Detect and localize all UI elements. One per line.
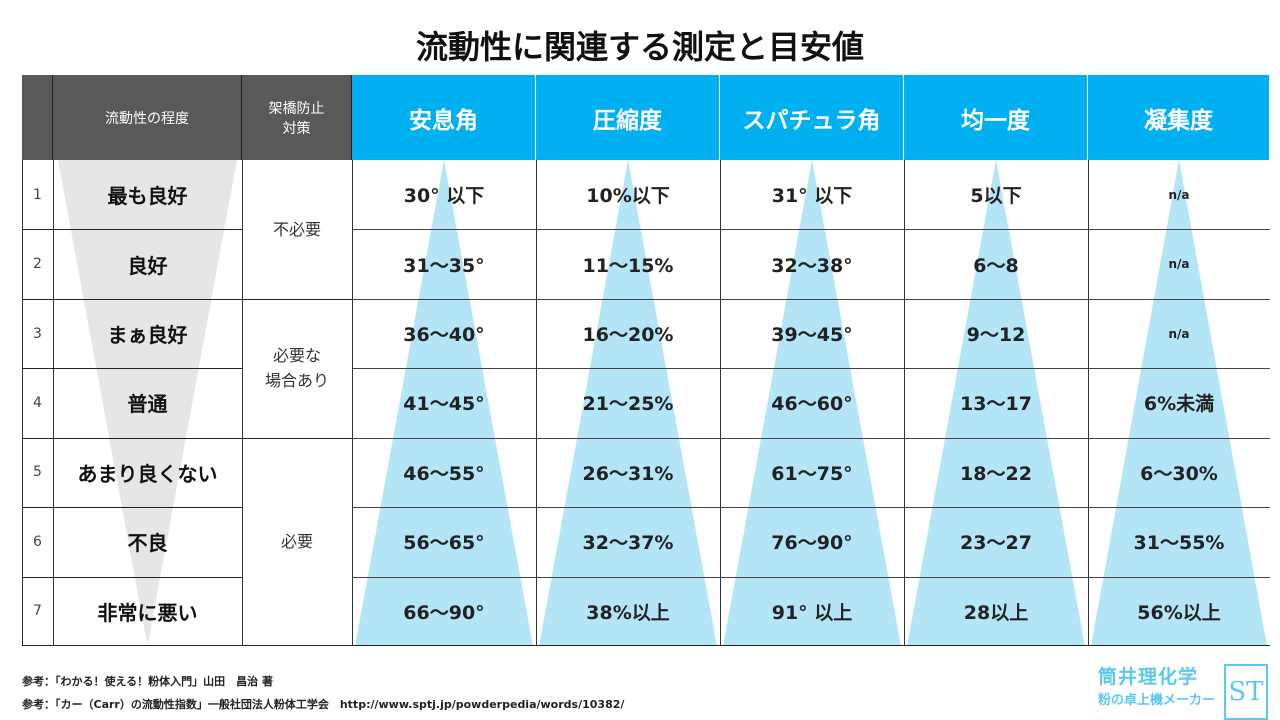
blue-triangle xyxy=(539,160,717,646)
row-value: 61～75° xyxy=(771,462,853,485)
header-1: 圧縮度 xyxy=(536,75,720,160)
row-value: 46～55° xyxy=(403,462,485,485)
row-level: 最も良好 xyxy=(107,184,188,209)
triangles xyxy=(22,75,1270,646)
bridge-group: 必要 xyxy=(280,532,313,552)
header-2: スパチュラ角 xyxy=(720,75,904,160)
row-value: 31～55% xyxy=(1133,532,1225,555)
row-value: 11～15% xyxy=(582,254,674,277)
row-value: 21～25% xyxy=(582,393,674,416)
row-level: 不良 xyxy=(127,531,168,556)
row-value: 31° 以下 xyxy=(771,185,853,208)
row-value: 23～27 xyxy=(960,532,1032,555)
row-value: 31～35° xyxy=(403,254,485,277)
bridge-group: 必要な 場合あり xyxy=(264,345,329,391)
header-number-column xyxy=(22,75,53,160)
row-value: 6～30% xyxy=(1140,462,1218,485)
row-value: 32～38° xyxy=(771,254,853,277)
gray-inverted-triangle xyxy=(58,160,237,646)
row-level: まぁ良好 xyxy=(107,323,188,348)
reference-2: 参考：「カー（Carr）の流動性指数」一般社団法人粉体工学会 http://ww… xyxy=(22,698,625,711)
row-number: 6 xyxy=(33,533,42,550)
row-value: n/a xyxy=(1168,326,1190,341)
row-value: 56～65° xyxy=(403,532,485,555)
blue-triangle xyxy=(355,160,533,646)
header-bridge: 架橋防止 対策 xyxy=(242,75,352,160)
row-value: n/a xyxy=(1168,187,1190,202)
row-value: 18～22 xyxy=(960,462,1032,485)
blue-triangle xyxy=(1091,160,1267,646)
row-value: 6%未満 xyxy=(1143,393,1215,416)
row-value: 5以下 xyxy=(970,185,1022,208)
row-value: 9～12 xyxy=(966,324,1026,347)
row-value: 30° 以下 xyxy=(403,185,485,208)
row-number: 3 xyxy=(33,325,42,342)
row-value: 26～31% xyxy=(582,462,674,485)
row-level: 非常に悪い xyxy=(97,600,198,625)
row-value: 56%以上 xyxy=(1137,601,1221,624)
header-level: 流動性の程度 xyxy=(53,75,242,160)
row-value: 10%以下 xyxy=(586,185,670,208)
row-number: 5 xyxy=(33,464,42,481)
bridge-group: 不必要 xyxy=(272,219,321,239)
row-value: 76～90° xyxy=(771,532,853,555)
row-value: 32～37% xyxy=(582,532,674,555)
logo-name: 筒井理化学 xyxy=(1098,666,1199,688)
row-number: 1 xyxy=(33,186,42,203)
company-logo: 筒井理化学 粉の卓上機メーカー xyxy=(1098,662,1215,708)
page-title: 流動性に関連する測定と目安値 xyxy=(415,28,864,66)
header-0: 安息角 xyxy=(352,75,536,160)
row-value: 16～20% xyxy=(582,324,674,347)
logo-tagline: 粉の卓上機メーカー xyxy=(1098,693,1216,708)
row-number: 2 xyxy=(33,256,42,273)
header-3: 均一度 xyxy=(904,75,1088,160)
row-value: 36～40° xyxy=(403,324,485,347)
row-value: 66～90° xyxy=(403,601,485,624)
row-value: 41～45° xyxy=(403,393,485,416)
row-level: あまり良くない xyxy=(77,461,218,486)
row-level: 良好 xyxy=(127,253,168,278)
row-value: 6～8 xyxy=(973,254,1019,277)
row-number: 7 xyxy=(33,603,42,620)
logo-mark: ST xyxy=(1224,664,1268,720)
row-value: 46～60° xyxy=(771,393,853,416)
blue-triangle xyxy=(907,160,1085,646)
flowability-table: 流動性の程度 架橋防止 対策 安息角 圧縮度 スパチュラ角 均一度 凝集度 1 最も良好 30° … xyxy=(22,75,1270,646)
row-level: 普通 xyxy=(127,392,168,417)
row-number: 4 xyxy=(33,394,42,411)
row-value: 28以上 xyxy=(963,601,1029,624)
reference-1: 参考：「わかる！使える！粉体入門」山田 昌治 著 xyxy=(22,675,273,688)
header-4: 凝集度 xyxy=(1088,75,1270,160)
row-value: 39～45° xyxy=(771,324,853,347)
blue-triangle xyxy=(723,160,901,646)
row-value: n/a xyxy=(1168,257,1190,272)
row-value: 38%以上 xyxy=(586,601,670,624)
row-value: 13～17 xyxy=(960,393,1032,416)
row-value: 91° 以上 xyxy=(771,601,853,624)
references: 参考：「わかる！使える！粉体入門」山田 昌治 著 参考：「カー（Carr）の流動… xyxy=(22,670,624,716)
